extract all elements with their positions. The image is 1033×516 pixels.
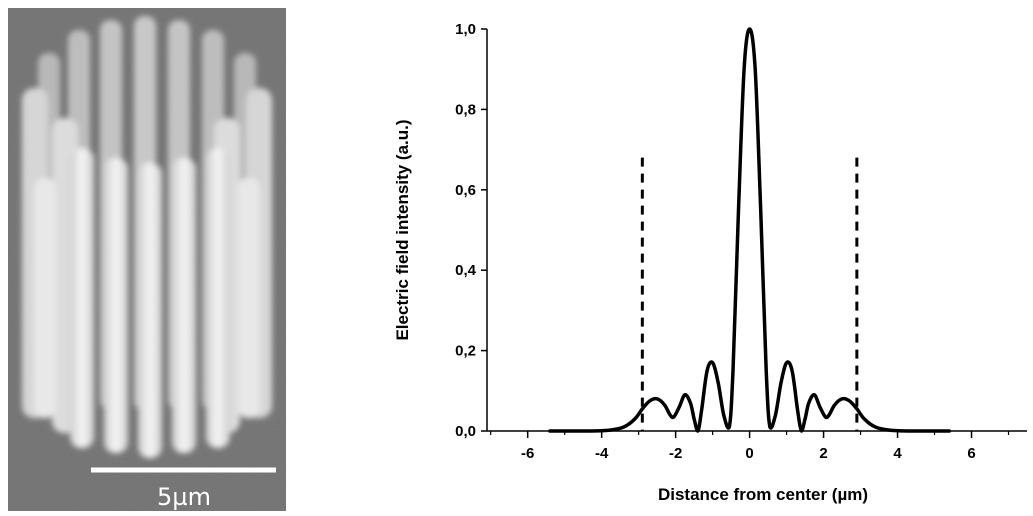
x-tick-label: 6 [967, 445, 975, 462]
x-tick-label: -4 [595, 445, 609, 462]
y-tick-label: 0,6 [455, 182, 476, 199]
x-axis-title: Distance from center (µm) [658, 485, 868, 504]
x-tick-label: 2 [819, 445, 827, 462]
y-tick-label: 0,8 [455, 101, 476, 118]
intensity-curve [550, 29, 949, 431]
x-tick-label: -6 [521, 445, 534, 462]
y-tick-label: 0,2 [455, 343, 476, 360]
x-tick-label: 4 [893, 445, 902, 462]
y-tick-label: 1,0 [455, 21, 476, 38]
x-tick-label: -2 [669, 445, 682, 462]
y-tick-label: 0,4 [455, 262, 477, 279]
field-intensity-chart: Electric field intensity (a.u.) Distance… [380, 0, 1033, 511]
y-tick-label: 0,0 [455, 423, 476, 440]
scale-bar-label: 5µm [157, 483, 211, 511]
y-axis-title: Electric field intensity (a.u.) [393, 119, 412, 340]
x-tick-label: 0 [745, 445, 753, 462]
sem-micrograph: 5µm [8, 8, 286, 511]
pillar-array [22, 16, 272, 458]
